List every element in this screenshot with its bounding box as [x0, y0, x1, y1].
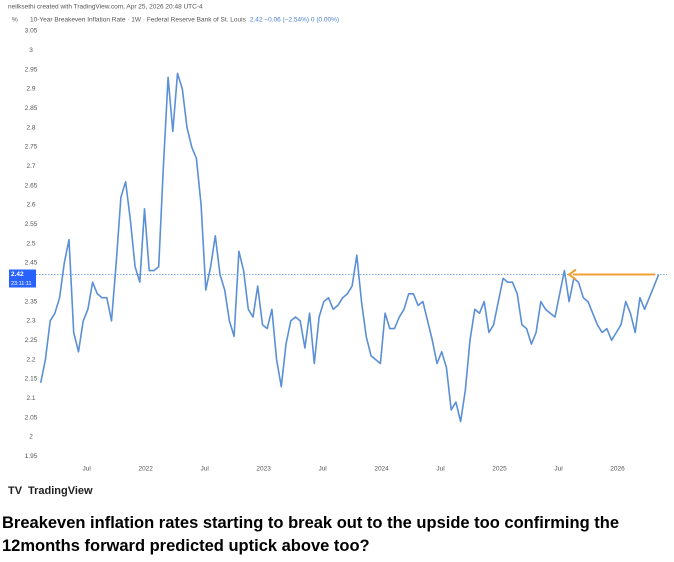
y-tick-label: 2.9 [26, 86, 35, 93]
countdown: 23:11:11 [11, 281, 32, 287]
y-tick-label: 2.2 [26, 356, 35, 363]
y-tick-label: 3.05 [25, 28, 38, 35]
y-tick-label: 2.1 [26, 395, 35, 402]
brand-logo: TV TradingView [8, 485, 93, 497]
x-tick-label: 2024 [374, 466, 389, 473]
x-tick-label: Jul [436, 466, 445, 473]
line-series [39, 72, 660, 423]
legend-values: 2.42 −0.06 (−2.54%) 0 (0.00%) [250, 17, 339, 24]
y-tick-label: 2.15 [25, 376, 38, 383]
y-tick-label: 2.65 [25, 182, 38, 189]
last-price-label: 2.42 [11, 271, 24, 278]
y-tick-label: 2 [29, 434, 33, 441]
y-tick-label: 2.7 [26, 163, 35, 170]
logo-mark: TV [8, 485, 23, 497]
y-tick-label: 3 [29, 47, 33, 54]
y-tick-label: 2.25 [25, 337, 38, 344]
x-tick-label: Jul [201, 466, 210, 473]
x-tick-label: 2023 [256, 466, 271, 473]
y-tick-label: 1.95 [25, 453, 38, 460]
chart: neilksethi created with TradingView.com,… [8, 4, 667, 497]
last-price-box [9, 269, 36, 280]
y-tick-label: 2.75 [25, 144, 38, 151]
y-tick-label: 2.5 [26, 240, 35, 247]
y-tick-label: 2.35 [25, 298, 38, 305]
x-tick-label: 2022 [138, 466, 153, 473]
legend-title: 10-Year Breakeven Inflation Rate · 1W · … [30, 17, 247, 24]
x-tick-label: Jul [83, 466, 92, 473]
y-unit: % [12, 17, 18, 24]
attribution: neilksethi created with TradingView.com,… [8, 4, 203, 11]
y-tick-label: 2.3 [26, 318, 35, 325]
y-tick-label: 2.95 [25, 66, 38, 73]
y-tick-label: 2.05 [25, 414, 38, 421]
brand: TradingView [28, 485, 93, 497]
y-tick-label: 2.45 [25, 260, 38, 267]
y-tick-label: 2.55 [25, 221, 38, 228]
x-tick-label: 2026 [610, 466, 625, 473]
x-tick-label: 2025 [492, 466, 507, 473]
x-tick-label: Jul [318, 466, 327, 473]
countdown-box [9, 279, 36, 288]
y-tick-label: 2.8 [26, 124, 35, 131]
y-tick-label: 2.6 [26, 202, 35, 209]
annotation-arrowhead [567, 268, 577, 281]
y-tick-label: 2.85 [25, 105, 38, 112]
x-tick-label: Jul [554, 466, 563, 473]
caption: Breakeven inflation rates starting to br… [2, 514, 619, 555]
